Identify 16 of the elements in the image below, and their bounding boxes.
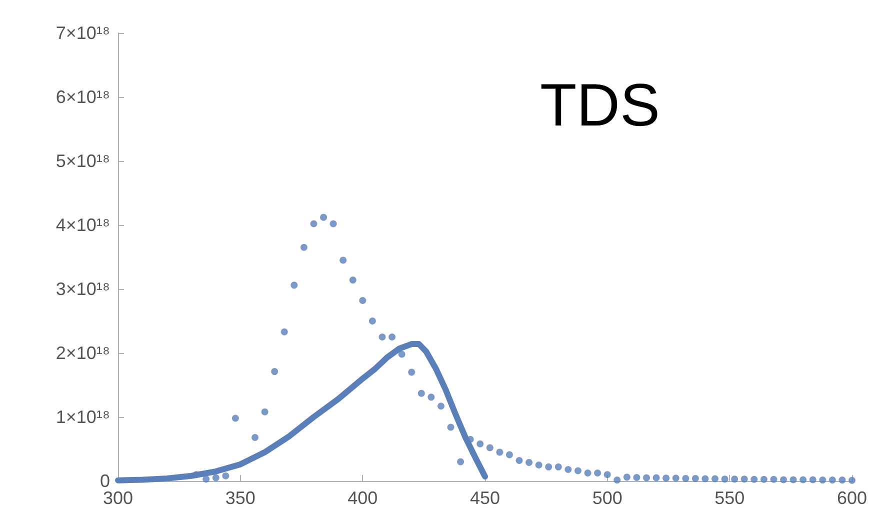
y-tick-label: 1×10¹⁸: [56, 407, 110, 427]
x-tick-label: 400: [348, 488, 378, 508]
text: TDS: [540, 72, 660, 138]
y-tick-label: 0: [100, 471, 110, 491]
x-tick-label: 350: [225, 488, 256, 508]
y-tick-label: 7×10¹⁸: [56, 23, 110, 43]
x-tick-label: 500: [592, 488, 622, 508]
y-tick-label: 3×10¹⁸: [56, 279, 110, 299]
y-tick-label: 2×10¹⁸: [56, 343, 110, 363]
x-tick-label: 550: [714, 488, 745, 508]
y-tick-label: 4×10¹⁸: [56, 215, 110, 235]
y-tick-label: 5×10¹⁸: [56, 151, 110, 171]
x-tick-label: 300: [102, 488, 134, 508]
x-tick-label: 600: [836, 488, 868, 508]
x-tick-label: 450: [470, 488, 500, 508]
y-tick-label: 6×10¹⁸: [56, 87, 110, 107]
